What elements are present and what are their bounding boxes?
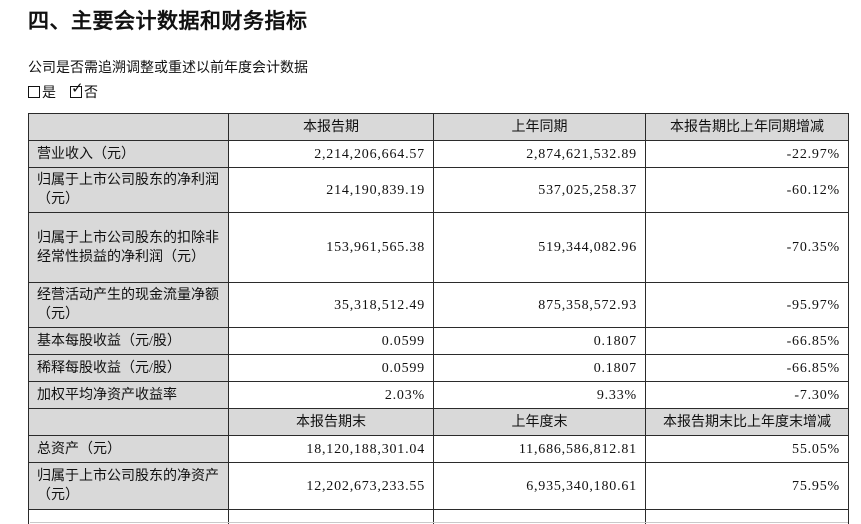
cell-change: -95.97% <box>645 282 849 328</box>
table-row-basic-eps: 基本每股收益（元/股） 0.0599 0.1807 -66.85% <box>28 327 849 355</box>
table-row-cutoff <box>28 509 849 524</box>
cell-change: -60.12% <box>645 167 849 213</box>
cutoff-cell <box>28 509 229 524</box>
cutoff-cell <box>645 509 849 524</box>
cutoff-cell <box>433 509 646 524</box>
cell-change: -70.35% <box>645 212 849 283</box>
row-label: 加权平均净资产收益率 <box>28 381 229 409</box>
cell-change: -7.30% <box>645 381 849 409</box>
row-label: 营业收入（元） <box>28 140 229 168</box>
cell-current: 0.0599 <box>228 327 434 355</box>
cell-change: -66.85% <box>645 354 849 382</box>
cell-prior: 6,935,340,180.61 <box>433 462 646 510</box>
row-label: 归属于上市公司股东的净利润（元） <box>28 167 229 213</box>
table-row-net-assets: 归属于上市公司股东的净资产（元） 12,202,673,233.55 6,935… <box>28 462 849 510</box>
header-period-end: 本报告期末 <box>228 408 434 436</box>
checkbox-no: ✓ 否 <box>70 81 98 102</box>
table-row-weighted-avg-roe: 加权平均净资产收益率 2.03% 9.33% -7.30% <box>28 381 849 409</box>
header-empty-cell <box>28 113 229 141</box>
cell-prior: 0.1807 <box>433 327 646 355</box>
cell-change: -66.85% <box>645 327 849 355</box>
table-row-operating-cash-flow: 经营活动产生的现金流量净额（元） 35,318,512.49 875,358,5… <box>28 282 849 328</box>
row-label: 稀释每股收益（元/股） <box>28 354 229 382</box>
table-header-period-end-row: 本报告期末 上年度末 本报告期末比上年度末增减 <box>28 408 849 436</box>
checkbox-yes: 是 <box>28 82 56 102</box>
table-cutoff-hairline <box>30 522 848 523</box>
cell-current: 153,961,565.38 <box>228 212 434 283</box>
header-period-end-change: 本报告期末比上年度末增减 <box>645 408 849 436</box>
cell-prior: 537,025,258.37 <box>433 167 646 213</box>
financial-indicators-table: 本报告期 上年同期 本报告期比上年同期增减 营业收入（元） 2,214,206,… <box>28 113 849 524</box>
cell-prior: 875,358,572.93 <box>433 282 646 328</box>
header-current-period: 本报告期 <box>228 113 434 141</box>
row-label: 总资产（元） <box>28 435 229 463</box>
row-label: 归属于上市公司股东的扣除非经常性损益的净利润（元） <box>28 212 229 283</box>
page-title: 四、主要会计数据和财务指标 <box>28 9 308 33</box>
header-empty-cell <box>28 408 229 436</box>
checkbox-yes-label: 是 <box>42 86 56 101</box>
check-icon: ✓ <box>71 79 84 97</box>
restate-checkbox-line: 是 ✓ 否 <box>28 81 98 102</box>
row-label: 经营活动产生的现金流量净额（元） <box>28 282 229 328</box>
checkbox-no-box-icon: ✓ <box>70 81 84 98</box>
cutoff-cell <box>228 509 434 524</box>
table-row-total-assets: 总资产（元） 18,120,188,301.04 11,686,586,812.… <box>28 435 849 463</box>
checkbox-yes-box-icon <box>28 86 40 98</box>
checkbox-no-label: 否 <box>84 86 98 101</box>
cell-current: 12,202,673,233.55 <box>228 462 434 510</box>
cell-current: 0.0599 <box>228 354 434 382</box>
cell-prior: 9.33% <box>433 381 646 409</box>
header-period-change: 本报告期比上年同期增减 <box>645 113 849 141</box>
cell-current: 214,190,839.19 <box>228 167 434 213</box>
cell-prior: 0.1807 <box>433 354 646 382</box>
cell-change: -22.97% <box>645 140 849 168</box>
cell-current: 35,318,512.49 <box>228 282 434 328</box>
restate-question-text: 公司是否需追溯调整或重述以前年度会计数据 <box>28 61 308 76</box>
cell-change: 75.95% <box>645 462 849 510</box>
cell-current: 2.03% <box>228 381 434 409</box>
table-row-net-profit: 归属于上市公司股东的净利润（元） 214,190,839.19 537,025,… <box>28 167 849 213</box>
cell-current: 18,120,188,301.04 <box>228 435 434 463</box>
table-row-revenue: 营业收入（元） 2,214,206,664.57 2,874,621,532.8… <box>28 140 849 168</box>
table-row-net-profit-excl-nonrecurring: 归属于上市公司股东的扣除非经常性损益的净利润（元） 153,961,565.38… <box>28 212 849 283</box>
header-prior-year-end: 上年度末 <box>433 408 646 436</box>
cell-current: 2,214,206,664.57 <box>228 140 434 168</box>
cell-prior: 2,874,621,532.89 <box>433 140 646 168</box>
table-header-period-row: 本报告期 上年同期 本报告期比上年同期增减 <box>28 113 849 141</box>
cell-change: 55.05% <box>645 435 849 463</box>
table-row-diluted-eps: 稀释每股收益（元/股） 0.0599 0.1807 -66.85% <box>28 354 849 382</box>
header-prior-period: 上年同期 <box>433 113 646 141</box>
cell-prior: 519,344,082.96 <box>433 212 646 283</box>
cell-prior: 11,686,586,812.81 <box>433 435 646 463</box>
row-label: 归属于上市公司股东的净资产（元） <box>28 462 229 510</box>
row-label: 基本每股收益（元/股） <box>28 327 229 355</box>
